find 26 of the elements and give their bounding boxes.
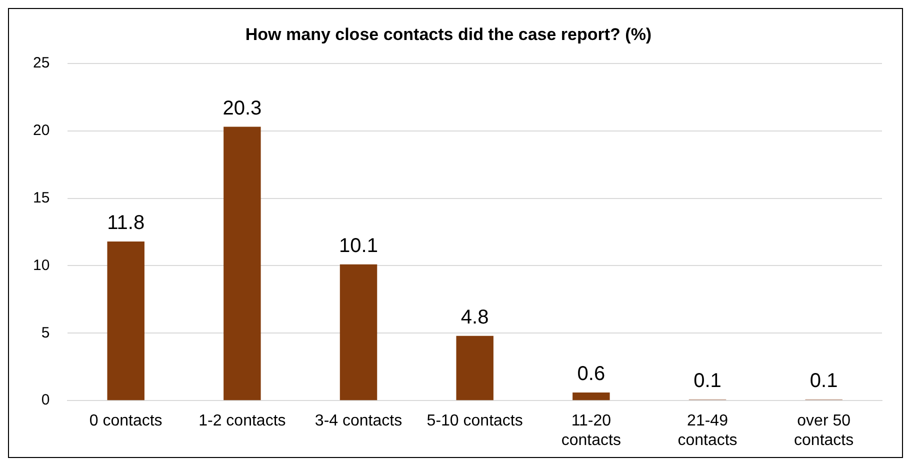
bar (572, 392, 610, 400)
data-label: 11.8 (107, 212, 145, 234)
y-tick-label: 25 (32, 54, 50, 72)
data-label: 0.1 (694, 370, 722, 392)
x-tick-label: 3-4 contacts (314, 412, 402, 430)
y-tick-label: 20 (32, 122, 50, 139)
x-tick-label: 1-2 contacts (198, 412, 286, 430)
bar (456, 336, 494, 400)
data-label: 0.6 (577, 363, 606, 386)
bar (224, 126, 261, 400)
x-tick-label: 0 contacts (89, 412, 162, 430)
chart-title: How many close contacts did the case report? (%) (245, 24, 652, 44)
x-tick-label: 5-10 contacts (426, 412, 523, 430)
x-tick-label: 21-49 contacts (678, 412, 738, 449)
bar (107, 241, 144, 400)
y-tick-label: 15 (32, 189, 50, 206)
bar (340, 264, 378, 400)
x-tick-label: over 50 contacts (794, 412, 854, 449)
x-tick-label: 11-20 contacts (561, 412, 621, 449)
data-label: 20.3 (222, 97, 262, 120)
data-label: 4.8 (460, 306, 489, 328)
y-tick-label: 5 (41, 324, 50, 342)
data-label: 10.1 (339, 234, 378, 257)
data-label: 0.1 (810, 370, 838, 392)
y-tick-label: 10 (32, 256, 50, 274)
y-tick-label: 0 (41, 392, 50, 409)
